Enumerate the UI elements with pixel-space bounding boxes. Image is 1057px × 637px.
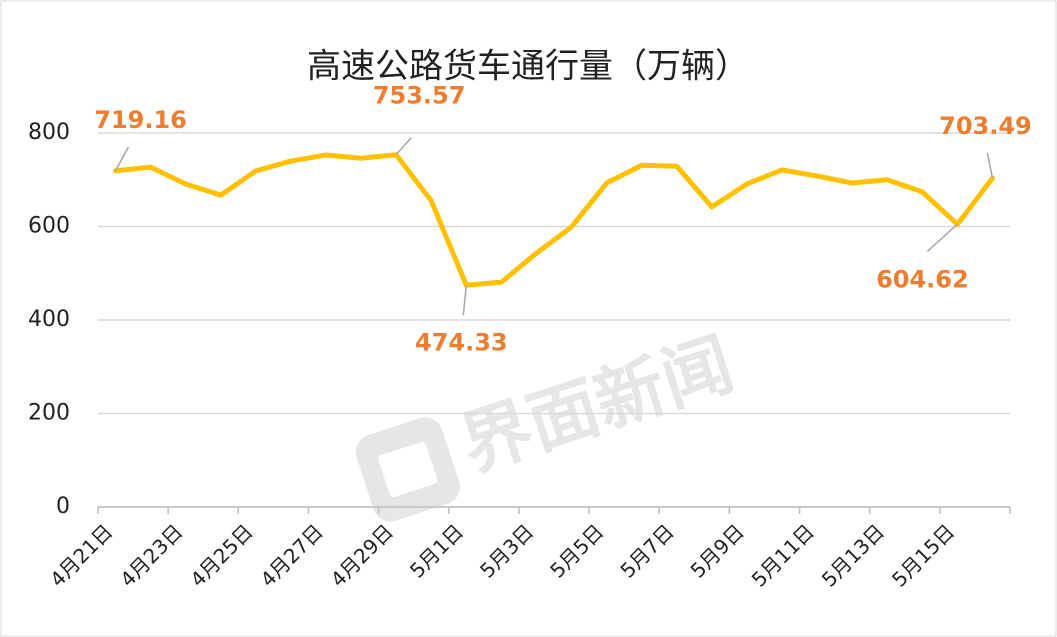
data-label: 719.16 [94, 106, 187, 134]
leader-line [926, 223, 958, 252]
data-label: 753.57 [373, 82, 466, 110]
leader-line [986, 152, 994, 179]
watermark-icon [355, 417, 460, 522]
watermark-icon-inner [378, 441, 438, 498]
data-label: 604.62 [876, 265, 969, 293]
leader-line [114, 146, 130, 172]
y-tick-label: 200 [28, 401, 70, 426]
y-tick-label: 400 [28, 307, 70, 332]
y-tick-label: 600 [28, 214, 70, 239]
leader-line [395, 137, 412, 156]
y-tick-label: 800 [28, 120, 70, 145]
data-line [113, 152, 995, 288]
leader-line [462, 285, 468, 316]
data-label: 474.33 [415, 328, 508, 356]
data-label: 703.49 [939, 112, 1032, 140]
y-tick-label: 0 [56, 494, 70, 519]
chart-title: 高速公路货车通行量（万辆） [307, 47, 749, 87]
